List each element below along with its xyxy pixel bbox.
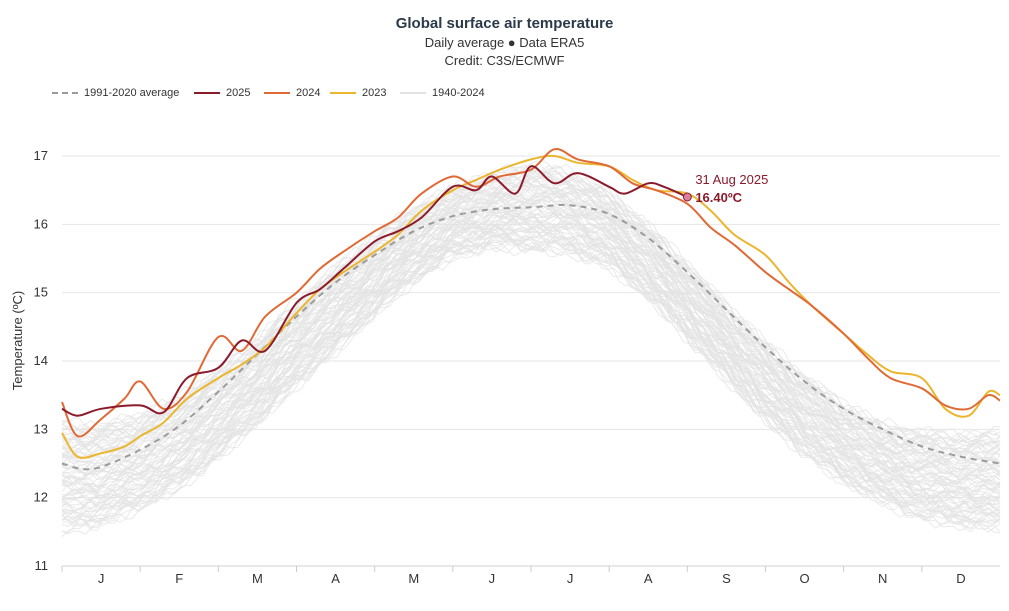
chart-title: Global surface air temperature xyxy=(395,15,614,32)
historical-year-line xyxy=(61,229,1001,519)
legend-item-1940-2024[interactable]: 1940-2024 xyxy=(400,87,485,99)
historical-year-line xyxy=(61,238,1001,530)
x-tick-label: D xyxy=(956,571,965,586)
legend-label: 2023 xyxy=(362,87,387,99)
annotation-value: 16.40ºC xyxy=(695,190,742,205)
annotation-date: 31 Aug 2025 xyxy=(695,172,768,187)
y-tick-label: 17 xyxy=(34,148,48,163)
legend-item-average[interactable]: 1991-2020 average xyxy=(52,87,179,99)
x-tick-label: J xyxy=(98,571,105,586)
historical-year-line xyxy=(61,211,1001,497)
legend-swatch xyxy=(194,92,220,94)
historical-year-line xyxy=(61,233,1001,525)
legend-label: 1940-2024 xyxy=(432,87,485,99)
historical-year-line xyxy=(61,223,1001,514)
chart-subtitle: Daily average ● Data ERA5 xyxy=(424,35,585,50)
x-tick-label: N xyxy=(878,571,887,586)
chart-credit: Credit: C3S/ECMWF xyxy=(444,53,565,68)
series-line-2023 xyxy=(61,154,1001,459)
x-tick-label: M xyxy=(252,571,263,586)
x-tick-label: O xyxy=(800,571,810,586)
historical-year-line xyxy=(61,214,1001,505)
x-tick-label: J xyxy=(489,571,496,586)
latest-point-marker xyxy=(682,192,692,202)
legend-label: 2025 xyxy=(226,87,251,99)
y-tick-label: 11 xyxy=(35,558,49,573)
x-tick-label: S xyxy=(722,571,731,586)
y-tick-label: 12 xyxy=(34,490,48,505)
x-tick-label: A xyxy=(644,571,653,586)
historical-year-line xyxy=(61,208,1001,498)
legend-label: 2024 xyxy=(296,87,321,99)
x-tick-label: A xyxy=(331,571,340,586)
series-line-1991-2020-average xyxy=(61,203,1001,471)
historical-year-line xyxy=(61,235,1001,529)
y-tick-label: 15 xyxy=(34,285,48,300)
legend-swatch xyxy=(330,92,356,94)
series-line-2024 xyxy=(61,148,1001,438)
y-tick-label: 16 xyxy=(34,216,48,231)
historical-year-line xyxy=(61,227,1001,518)
legend-item-2023[interactable]: 2023 xyxy=(330,87,386,99)
title-block: Global surface air temperature Daily ave… xyxy=(0,14,1009,70)
legend-label: 1991-2020 average xyxy=(84,87,180,99)
legend-swatch xyxy=(264,92,290,94)
x-tick-label: F xyxy=(175,571,183,586)
x-tick-label: M xyxy=(408,571,419,586)
y-tick-label: 13 xyxy=(34,421,48,436)
legend-item-2025[interactable]: 2025 xyxy=(194,87,250,99)
x-tick-label: J xyxy=(567,571,574,586)
legend-swatch xyxy=(52,92,78,94)
y-tick-label: 14 xyxy=(34,353,48,368)
legend-item-2024[interactable]: 2024 xyxy=(264,87,320,99)
series-line-2025 xyxy=(61,165,688,417)
y-axis-label: Temperature (ºC) xyxy=(10,291,25,390)
legend-swatch xyxy=(400,92,426,94)
